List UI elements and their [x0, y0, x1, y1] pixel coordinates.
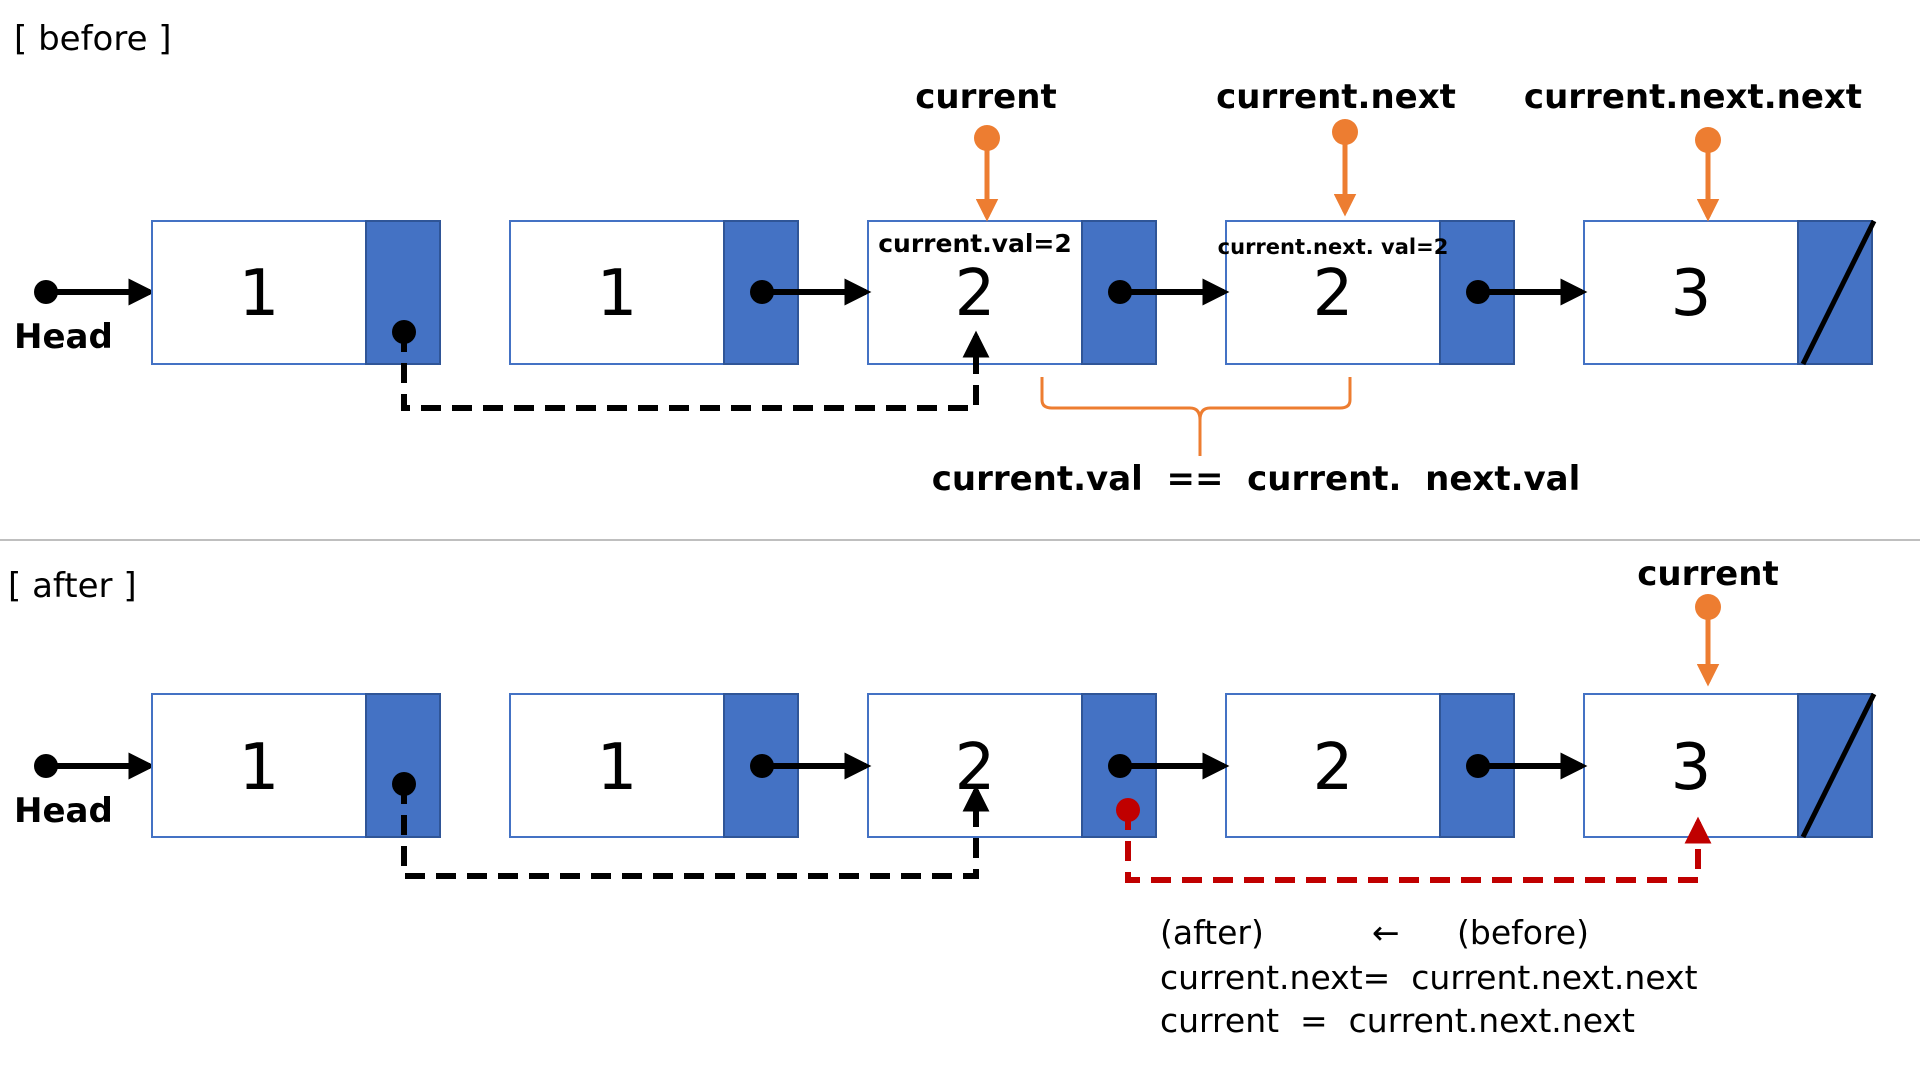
after-links — [392, 752, 1588, 879]
null-slash — [1800, 219, 1877, 366]
null-slash — [1800, 692, 1877, 839]
after-node-2: 1 — [509, 693, 799, 838]
head-label: Head — [14, 791, 113, 831]
node-value: 1 — [597, 257, 638, 331]
after-pointer-current: current — [1637, 554, 1779, 687]
after-node-5: 3 — [1583, 692, 1877, 839]
note-header-arrow: ← — [1372, 913, 1400, 952]
head-label: Head — [14, 317, 113, 357]
svg-text:current.next.next: current.next.next — [1524, 77, 1862, 117]
before-pointer-current-next-next: current.next.next — [1524, 77, 1862, 222]
node-value: 1 — [597, 731, 638, 805]
before-section-label: [ before ] — [14, 19, 172, 59]
before-pointer-current: current — [915, 77, 1057, 222]
svg-text:current: current — [915, 77, 1056, 117]
before-node-1: 1 — [151, 220, 441, 365]
node-value: 2 — [955, 257, 996, 331]
node-value: 1 — [239, 731, 280, 805]
before-node-5: 3 — [1583, 219, 1877, 366]
after-node-1: 1 — [151, 693, 441, 838]
relink-arrow — [1116, 798, 1712, 883]
node-value: 3 — [1671, 257, 1712, 331]
note-header-after: (after) — [1160, 913, 1264, 952]
node-value: 2 — [1313, 731, 1354, 805]
svg-text:current.next: current.next — [1216, 77, 1456, 117]
before-node-4: current.next. val=2 2 — [1218, 220, 1515, 365]
node-value: 3 — [1671, 731, 1712, 805]
after-section-label: [ after ] — [8, 566, 137, 606]
node-caption: current.next. val=2 — [1218, 235, 1449, 259]
comparison-text: current.val == current. next.val — [932, 459, 1581, 499]
node-caption: current.val=2 — [878, 229, 1072, 258]
note-line-2: current = current.next.next — [1160, 1001, 1635, 1040]
comparison-brace — [1040, 377, 1352, 456]
svg-text:current: current — [1637, 554, 1778, 594]
node-value: 2 — [1313, 257, 1354, 331]
node-value: 1 — [239, 257, 280, 331]
note-header-before: (before) — [1457, 913, 1589, 952]
before-pointer-current-next: current.next — [1216, 77, 1456, 217]
before-links — [392, 278, 1588, 411]
note-line-1: current.next= current.next.next — [1160, 958, 1698, 997]
after-notes: (after) ← (before) current.next= current… — [1160, 913, 1698, 1040]
